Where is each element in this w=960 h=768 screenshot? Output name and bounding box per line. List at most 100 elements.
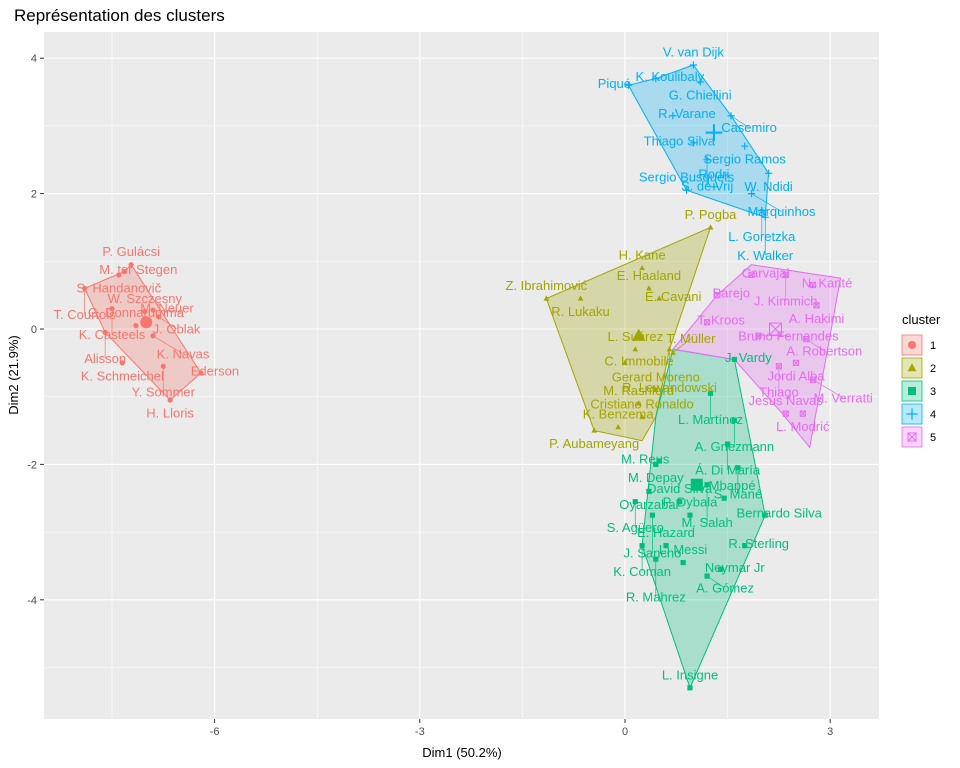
point-label: K. Casteels: [79, 327, 146, 342]
data-point: [150, 307, 156, 313]
x-tick-label: 3: [827, 726, 833, 738]
cluster-2-centroid: [632, 328, 646, 341]
data-point: [646, 285, 652, 291]
point-label: K. Coman: [613, 564, 671, 579]
point-label: Oyarzabal: [619, 497, 678, 512]
point-label: Marquinhos: [748, 204, 816, 219]
data-point: [652, 386, 659, 393]
data-point: [761, 213, 769, 221]
point-label: R. Lewandowski: [622, 380, 717, 395]
axes: -6 -3 0 3 -4 -2 0 2 4: [27, 53, 833, 738]
point-label: Sergio Ramos: [704, 152, 787, 167]
data-point: [543, 295, 550, 301]
point-label: K. Walker: [737, 248, 794, 263]
data-point: [689, 139, 698, 147]
point-label: H. Kane: [619, 248, 666, 263]
data-point: [748, 271, 755, 278]
point-label: K. Mbappé: [693, 478, 756, 493]
point-label: L. Martínez: [678, 412, 743, 427]
point-label: Rodri: [698, 166, 729, 181]
point-label: Neymar Jr: [705, 560, 766, 575]
data-point: [714, 292, 721, 299]
point-label: Carvajal: [742, 265, 790, 280]
data-point: [687, 512, 693, 518]
point-label: Z. Ibrahimović: [505, 278, 587, 293]
point-label: Sergio Busquets: [639, 170, 735, 185]
point-label: Bernardo Silva: [737, 506, 823, 521]
point-label: W. Szczęsny: [108, 291, 183, 306]
point-label: S. Handanovič: [77, 280, 162, 295]
data-point: [703, 156, 711, 164]
data-point: [663, 543, 669, 549]
point-label: Gerard Moreno: [612, 369, 700, 384]
legend-title: cluster: [902, 312, 941, 327]
label-leader-line: [751, 193, 782, 212]
data-point: [689, 61, 698, 69]
point-label: Parejo: [713, 286, 751, 301]
data-point: [591, 427, 598, 433]
data-point: [160, 363, 166, 369]
data-point: [632, 346, 639, 352]
data-point: [102, 329, 108, 335]
data-point: [813, 302, 820, 309]
y-tick-label: 4: [31, 53, 37, 65]
data-point: [639, 543, 645, 549]
point-label: P. Gulácsi: [102, 244, 160, 259]
y-axis-title: Dim2 (21.9%): [6, 335, 21, 414]
data-point: [639, 264, 645, 271]
point-label: R. Sterling: [728, 536, 789, 551]
data-point: [656, 458, 662, 464]
data-point: [803, 336, 810, 343]
data-point: [167, 397, 173, 403]
point-label: M. ter Stegen: [99, 262, 177, 277]
legend-marker-1: [908, 341, 916, 349]
legend-label-3: 3: [930, 386, 936, 398]
data-point: [707, 390, 714, 396]
point-label: A. Gómez: [696, 581, 754, 596]
cluster-5-centroid: [768, 322, 782, 336]
point-labels: P. Gulácsi M. ter Stegen S. Handanovič T. C…: [54, 45, 873, 683]
data-point: [121, 268, 127, 275]
point-label: H. Lloris: [146, 406, 194, 421]
point-label: E. Haaland: [617, 268, 681, 283]
data-point: [782, 410, 789, 417]
point-label: R. Lukaku: [551, 304, 610, 319]
data-point: [669, 112, 677, 120]
data-point: [704, 482, 710, 488]
point-label: T. Courtois: [54, 307, 117, 322]
point-label: L. Suárez: [607, 329, 663, 344]
data-point: [653, 461, 659, 467]
legend-label-5: 5: [930, 432, 936, 444]
point-label: C. Immobile: [604, 353, 673, 368]
plot-panel: [44, 32, 879, 719]
point-label: W. Ndidi: [744, 179, 793, 194]
data-point: [735, 465, 741, 471]
point-label: A. Griezmann: [695, 439, 774, 454]
grid: [44, 32, 879, 719]
point-label: S. de Vrij: [681, 178, 733, 193]
x-tick-label: -3: [415, 726, 425, 738]
data-point: [155, 314, 162, 320]
data-point: [624, 81, 633, 89]
data-point: [725, 441, 731, 447]
point-label: Ederson: [191, 364, 239, 379]
data-point: [782, 271, 789, 278]
point-label: K. Navas: [157, 346, 210, 361]
point-label: K. Benzema: [583, 407, 655, 422]
point-label: David Silva: [647, 481, 713, 496]
data-point: [646, 488, 652, 495]
data-point: [703, 319, 711, 326]
label-leader-line: [672, 338, 692, 353]
data-point: [710, 183, 718, 191]
data-point: [128, 262, 134, 268]
label-leader-line: [158, 316, 177, 330]
legend: cluster 1 2 3 4 5: [901, 312, 941, 448]
label-leader-lines: [84, 115, 844, 598]
label-leader-line: [152, 335, 184, 355]
point-label: J. Kimmich: [754, 293, 818, 308]
point-label: Y. Sommer: [132, 385, 196, 400]
point-label: Á. Di María: [695, 463, 761, 478]
legend-marker-4: [906, 408, 918, 420]
point-label: Casemiro: [721, 120, 777, 135]
data-point: [680, 559, 686, 566]
